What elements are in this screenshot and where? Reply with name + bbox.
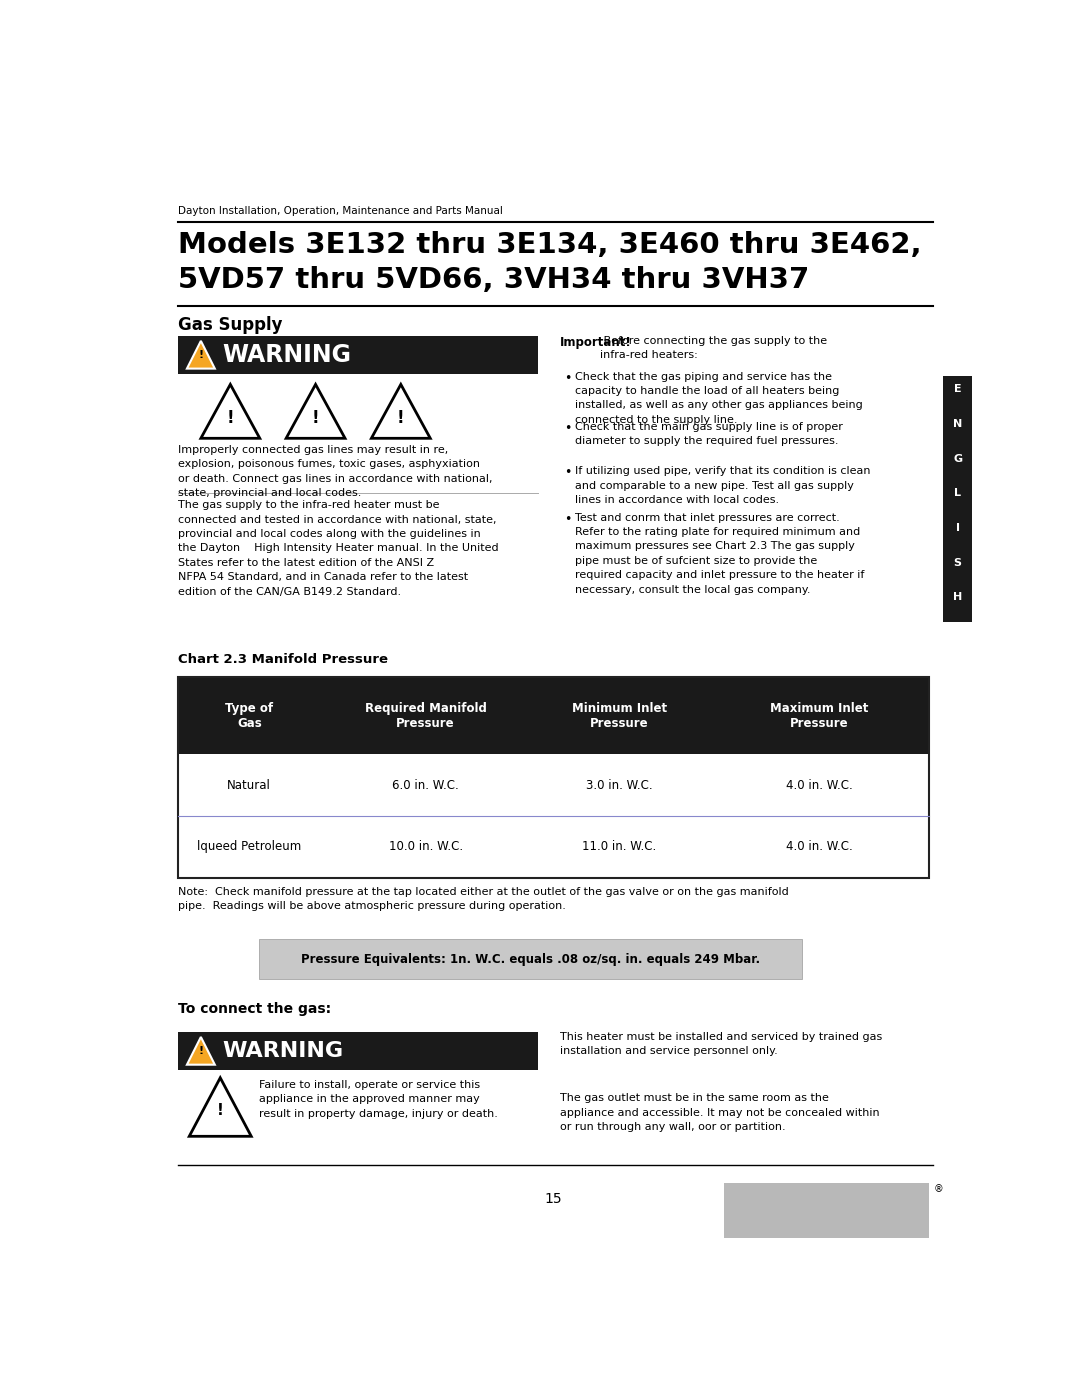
Text: 4.0 in. W.C.: 4.0 in. W.C.	[785, 778, 852, 792]
Text: ®: ®	[934, 1185, 944, 1194]
Text: !: !	[312, 408, 320, 426]
FancyBboxPatch shape	[177, 754, 930, 816]
Text: If utilizing used pipe, verify that its condition is clean
and comparable to a n: If utilizing used pipe, verify that its …	[576, 467, 870, 506]
Text: E: E	[954, 384, 961, 394]
Text: Models 3E132 thru 3E134, 3E460 thru 3E462,: Models 3E132 thru 3E134, 3E460 thru 3E46…	[177, 231, 921, 258]
Text: Failure to install, operate or service this
appliance in the approved manner may: Failure to install, operate or service t…	[259, 1080, 498, 1119]
Text: 3.0 in. W.C.: 3.0 in. W.C.	[586, 778, 652, 792]
Polygon shape	[201, 384, 260, 439]
Text: •: •	[565, 513, 571, 525]
Text: 10.0 in. W.C.: 10.0 in. W.C.	[389, 840, 462, 854]
Polygon shape	[286, 384, 345, 439]
Text: Dayton Installation, Operation, Maintenance and Parts Manual: Dayton Installation, Operation, Maintena…	[177, 207, 502, 217]
Text: H: H	[953, 592, 962, 602]
Text: lqueed Petroleum: lqueed Petroleum	[198, 840, 301, 854]
Text: 5VD57 thru 5VD66, 3VH34 thru 3VH37: 5VD57 thru 5VD66, 3VH34 thru 3VH37	[177, 267, 809, 295]
Text: N: N	[953, 419, 962, 429]
Text: The gas outlet must be in the same room as the
appliance and accessible. It may : The gas outlet must be in the same room …	[559, 1094, 879, 1132]
FancyBboxPatch shape	[724, 1182, 930, 1238]
Text: Minimum Inlet
Pressure: Minimum Inlet Pressure	[571, 701, 667, 729]
Text: !: !	[227, 408, 234, 426]
Text: Important!: Important!	[559, 335, 632, 348]
Text: !: !	[199, 1046, 203, 1056]
Text: I: I	[956, 522, 960, 534]
Text: Pressure Equivalents: 1n. W.C. equals .08 oz/sq. in. equals 249 Mbar.: Pressure Equivalents: 1n. W.C. equals .0…	[300, 953, 760, 965]
FancyBboxPatch shape	[177, 678, 930, 754]
FancyBboxPatch shape	[943, 376, 972, 622]
Text: !: !	[199, 349, 203, 360]
Text: Before connecting the gas supply to the
infra-red heaters:: Before connecting the gas supply to the …	[600, 335, 827, 360]
Text: Natural: Natural	[228, 778, 271, 792]
Polygon shape	[187, 1037, 215, 1065]
Text: 4.0 in. W.C.: 4.0 in. W.C.	[785, 840, 852, 854]
Text: Chart 2.3 Manifold Pressure: Chart 2.3 Manifold Pressure	[177, 652, 388, 666]
Text: Note:  Check manifold pressure at the tap located either at the outlet of the ga: Note: Check manifold pressure at the tap…	[177, 887, 788, 911]
Text: 11.0 in. W.C.: 11.0 in. W.C.	[582, 840, 657, 854]
Text: 6.0 in. W.C.: 6.0 in. W.C.	[392, 778, 459, 792]
Text: L: L	[954, 489, 961, 499]
FancyBboxPatch shape	[259, 939, 801, 979]
Text: •: •	[565, 372, 571, 384]
Text: S: S	[954, 557, 961, 567]
FancyBboxPatch shape	[177, 335, 538, 374]
Polygon shape	[189, 1077, 252, 1136]
Polygon shape	[372, 384, 430, 439]
Text: Maximum Inlet
Pressure: Maximum Inlet Pressure	[770, 701, 868, 729]
Text: •: •	[565, 422, 571, 434]
FancyBboxPatch shape	[177, 816, 930, 877]
Text: G: G	[954, 454, 962, 464]
Text: Check that the main gas supply line is of proper
diameter to supply the required: Check that the main gas supply line is o…	[576, 422, 843, 446]
Text: Improperly connected gas lines may result in re,
explosion, poisonous fumes, tox: Improperly connected gas lines may resul…	[177, 444, 492, 499]
Text: Required Manifold
Pressure: Required Manifold Pressure	[365, 701, 487, 729]
Text: Test and conrm that inlet pressures are correct.
Refer to the rating plate for r: Test and conrm that inlet pressures are …	[576, 513, 865, 595]
Text: 15: 15	[544, 1192, 563, 1206]
Text: !: !	[217, 1104, 224, 1119]
Text: WARNING: WARNING	[222, 1041, 343, 1060]
FancyBboxPatch shape	[177, 1031, 538, 1070]
Text: To connect the gas:: To connect the gas:	[177, 1002, 330, 1017]
Text: !: !	[397, 408, 405, 426]
Polygon shape	[187, 341, 215, 369]
Text: Type of
Gas: Type of Gas	[226, 701, 273, 729]
Text: WARNING: WARNING	[222, 342, 352, 367]
Text: Gas Supply: Gas Supply	[177, 316, 282, 334]
Text: Check that the gas piping and service has the
capacity to handle the load of all: Check that the gas piping and service ha…	[576, 372, 863, 425]
Text: This heater must be installed and serviced by trained gas
installation and servi: This heater must be installed and servic…	[559, 1031, 882, 1056]
Text: •: •	[565, 467, 571, 479]
Text: The gas supply to the infra-red heater must be
connected and tested in accordanc: The gas supply to the infra-red heater m…	[177, 500, 498, 597]
